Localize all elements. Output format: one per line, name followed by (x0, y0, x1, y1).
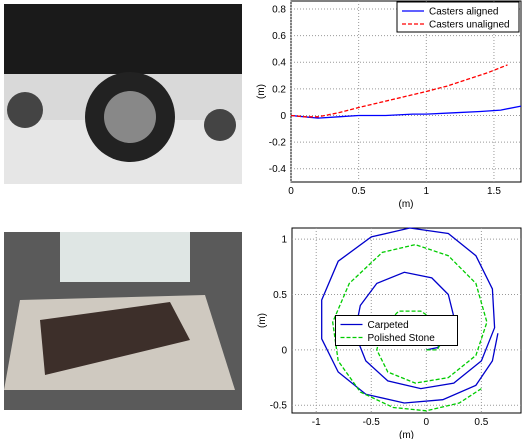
y-tick-label: 1 (281, 235, 287, 246)
y-tick-label: 0.4 (272, 58, 286, 69)
y-tick-label: 0.8 (272, 4, 286, 15)
photo-floor (4, 232, 242, 410)
y-tick-label: 0.6 (272, 31, 286, 42)
y-axis-label: (m) (257, 313, 268, 328)
x-tick-label: 0 (424, 417, 430, 428)
legend-label: Casters aligned (429, 7, 498, 18)
y-tick-label: 0.2 (272, 84, 286, 95)
y-axis-label: (m) (256, 84, 267, 99)
legend-label: Carpeted (368, 320, 409, 331)
figure: 0 0.5 1 1.5 -0.4 -0.2 0 0.2 0.4 0.6 0.8 (m) (m) Caste… (0, 0, 522, 439)
y-tick-label: 0 (280, 111, 286, 122)
x-axis-label: (m) (399, 199, 414, 210)
page: 0 0.5 1 1.5 -0.4 -0.2 0 0.2 0.4 0.6 0.8 (m) (m) Caste… (0, 0, 522, 439)
x-tick-label: -0.5 (363, 417, 381, 428)
x-tick-label: 0 (288, 186, 294, 197)
y-tick-label: -0.4 (269, 164, 287, 175)
x-tick-label: 1.5 (487, 186, 501, 197)
y-tick-label: -0.2 (269, 138, 287, 149)
x-axis-label: (m) (399, 430, 414, 439)
y-tick-label: 0.5 (273, 290, 287, 301)
y-tick-label: 0 (281, 345, 287, 356)
x-tick-label: 1 (424, 186, 430, 197)
legend-label: Polished Stone (368, 333, 436, 344)
photo-wheelchair (4, 4, 242, 184)
x-tick-label: 0.5 (352, 186, 366, 197)
y-tick-label: -0.5 (270, 401, 288, 412)
legend-label: Casters unaligned (429, 20, 510, 31)
x-tick-label: 0.5 (474, 417, 488, 428)
x-tick-label: -1 (312, 417, 321, 428)
